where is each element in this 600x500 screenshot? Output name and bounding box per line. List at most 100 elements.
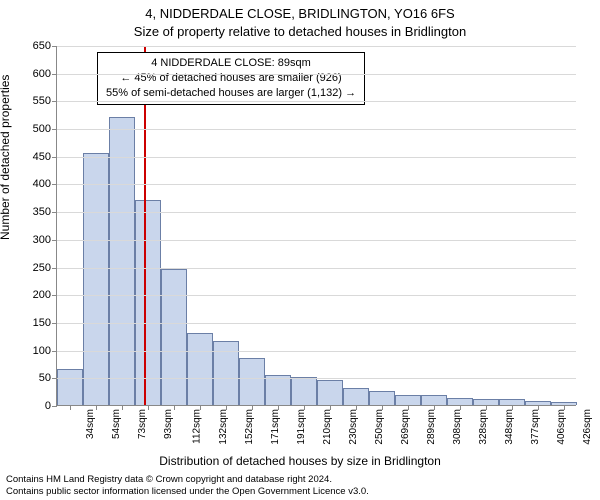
xtick-label: 54sqm [111, 409, 122, 439]
footer-line1: Contains HM Land Registry data © Crown c… [6, 474, 594, 486]
xtick-label: 93sqm [163, 409, 174, 439]
gridline [57, 129, 576, 130]
footer-line2: Contains public sector information licen… [6, 486, 594, 498]
xtick-label: 328sqm [478, 409, 489, 445]
xtick-label: 377sqm [530, 409, 541, 445]
xtick-label: 73sqm [137, 409, 148, 439]
ytick-mark [52, 323, 57, 324]
ytick-label: 500 [33, 123, 51, 135]
xtick-label: 210sqm [322, 409, 333, 445]
bar [291, 377, 317, 405]
ytick-label: 650 [33, 40, 51, 52]
bar [135, 200, 161, 405]
bar [317, 380, 343, 405]
xtick-label: 152sqm [244, 409, 255, 445]
gridline [57, 378, 576, 379]
xtick-mark [460, 405, 461, 410]
gridline [57, 74, 576, 75]
xtick-mark [96, 405, 97, 410]
xtick-label: 34sqm [85, 409, 96, 439]
ytick-mark [52, 240, 57, 241]
xtick-label: 191sqm [296, 409, 307, 445]
xtick-label: 308sqm [452, 409, 463, 445]
xtick-mark [486, 405, 487, 410]
xtick-mark [174, 405, 175, 410]
gridline [57, 101, 576, 102]
gridline [57, 295, 576, 296]
bar [369, 391, 395, 405]
ytick-label: 150 [33, 317, 51, 329]
xtick-mark [278, 405, 279, 410]
xtick-mark [200, 405, 201, 410]
ytick-mark [52, 46, 57, 47]
xtick-mark [564, 405, 565, 410]
bar [239, 358, 265, 405]
xtick-label: 112sqm [191, 409, 202, 444]
xtick-label: 406sqm [556, 409, 567, 445]
xtick-mark [512, 405, 513, 410]
xtick-mark [148, 405, 149, 410]
xtick-mark [330, 405, 331, 410]
xtick-mark [538, 405, 539, 410]
ytick-label: 250 [33, 262, 51, 274]
ytick-mark [52, 378, 57, 379]
chart-title-line2: Size of property relative to detached ho… [0, 24, 600, 39]
ytick-label: 600 [33, 68, 51, 80]
bar [421, 395, 447, 405]
gridline [57, 351, 576, 352]
chart-container: 4, NIDDERDALE CLOSE, BRIDLINGTON, YO16 6… [0, 0, 600, 500]
ytick-mark [52, 101, 57, 102]
ytick-mark [52, 184, 57, 185]
xtick-label: 230sqm [348, 409, 359, 445]
gridline [57, 268, 576, 269]
xtick-mark [382, 405, 383, 410]
ytick-label: 200 [33, 289, 51, 301]
ytick-mark [52, 268, 57, 269]
gridline [57, 46, 576, 47]
ytick-label: 350 [33, 206, 51, 218]
xtick-mark [304, 405, 305, 410]
xtick-mark [226, 405, 227, 410]
ytick-label: 50 [39, 372, 51, 384]
xtick-label: 426sqm [582, 409, 593, 445]
ytick-label: 100 [33, 345, 51, 357]
annotation-line1: 4 NIDDERDALE CLOSE: 89sqm [106, 56, 356, 71]
bar [83, 153, 109, 405]
plot-area: 4 NIDDERDALE CLOSE: 89sqm ← 45% of detac… [56, 46, 576, 406]
xtick-label: 171sqm [270, 409, 281, 445]
ytick-label: 400 [33, 178, 51, 190]
xtick-mark [252, 405, 253, 410]
annotation-line3: 55% of semi-detached houses are larger (… [106, 86, 356, 101]
bar [395, 395, 421, 405]
gridline [57, 240, 576, 241]
ytick-mark [52, 406, 57, 407]
x-axis-label: Distribution of detached houses by size … [0, 454, 600, 468]
bar [57, 369, 83, 405]
bar [161, 269, 187, 405]
ytick-label: 550 [33, 95, 51, 107]
ytick-label: 450 [33, 151, 51, 163]
xtick-label: 250sqm [374, 409, 385, 445]
xtick-mark [408, 405, 409, 410]
xtick-label: 348sqm [504, 409, 515, 445]
xtick-mark [122, 405, 123, 410]
ytick-mark [52, 295, 57, 296]
xtick-mark [70, 405, 71, 410]
ytick-mark [52, 351, 57, 352]
annotation-box: 4 NIDDERDALE CLOSE: 89sqm ← 45% of detac… [97, 52, 365, 105]
ytick-mark [52, 74, 57, 75]
xtick-mark [434, 405, 435, 410]
ytick-label: 300 [33, 234, 51, 246]
bar [187, 333, 213, 405]
chart-title-line1: 4, NIDDERDALE CLOSE, BRIDLINGTON, YO16 6… [0, 6, 600, 21]
bar [109, 117, 135, 405]
gridline [57, 323, 576, 324]
bar [447, 398, 473, 405]
ytick-label: 0 [45, 400, 51, 412]
xtick-label: 289sqm [426, 409, 437, 445]
xtick-label: 132sqm [218, 409, 229, 445]
xtick-mark [356, 405, 357, 410]
ytick-mark [52, 157, 57, 158]
y-axis-label: Number of detached properties [0, 75, 12, 240]
gridline [57, 212, 576, 213]
